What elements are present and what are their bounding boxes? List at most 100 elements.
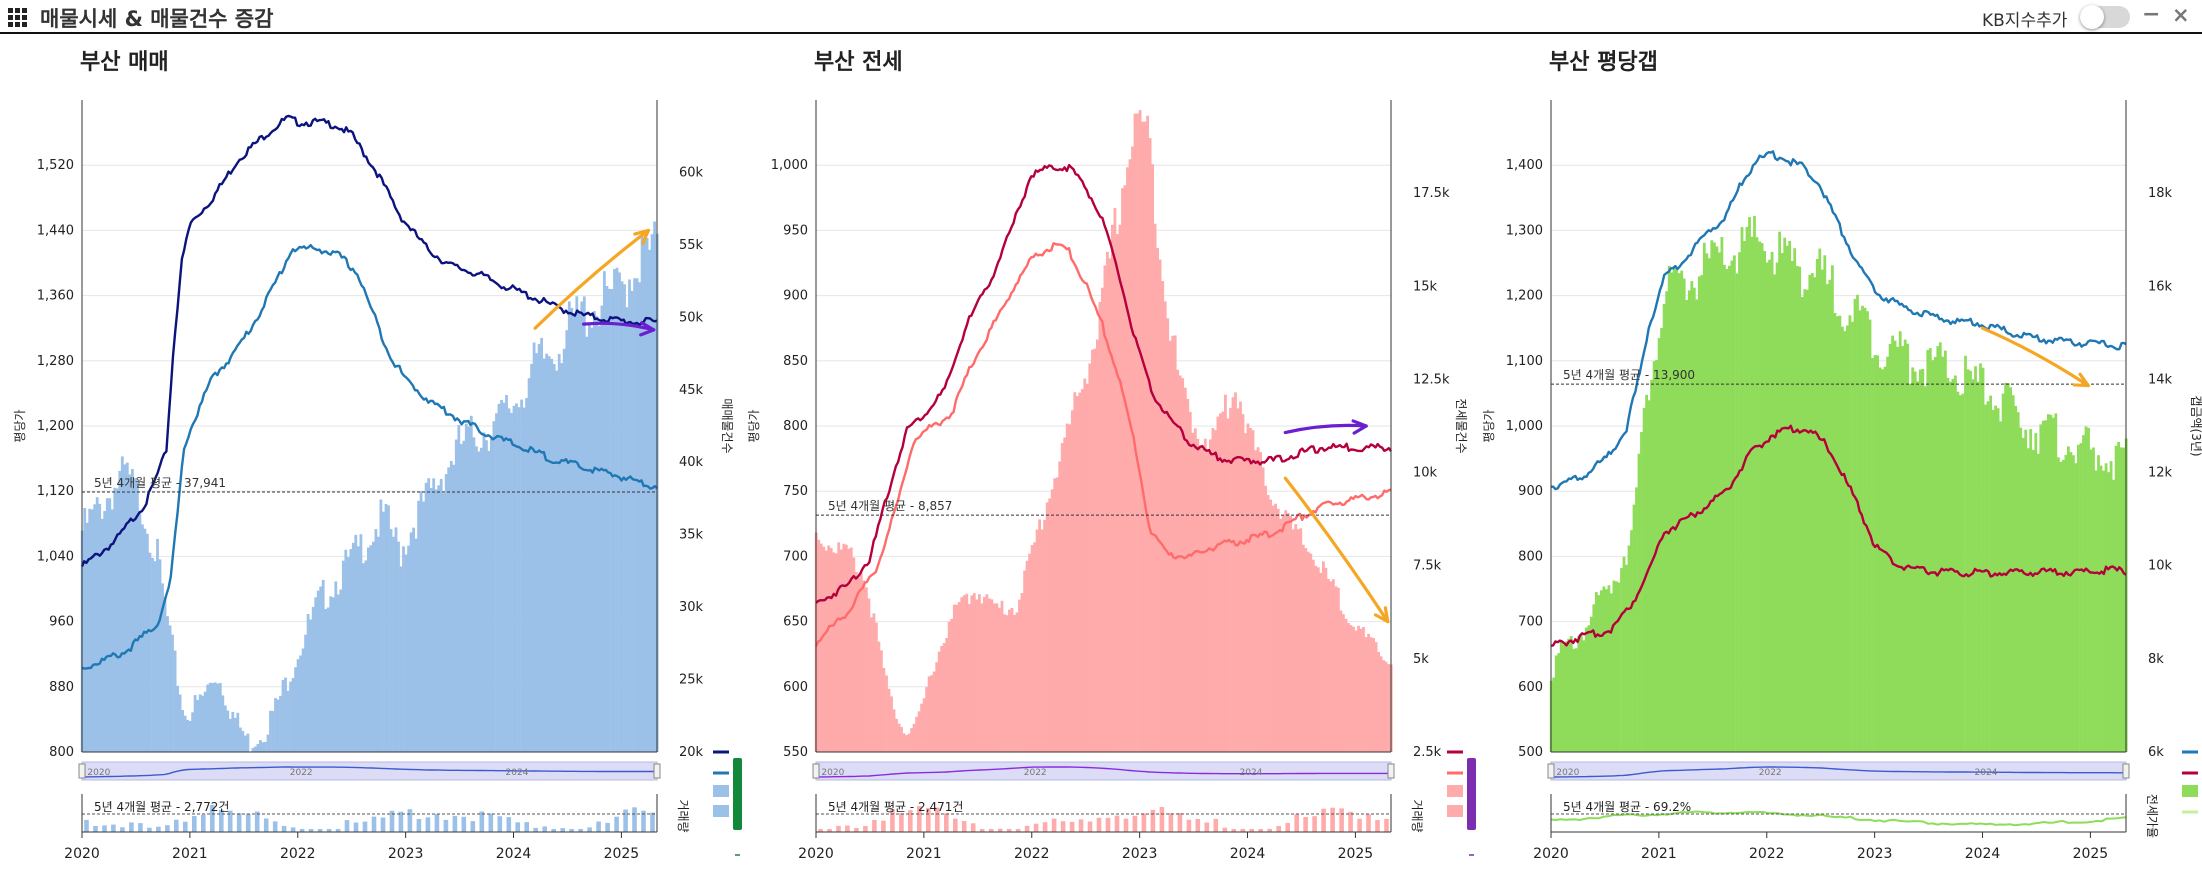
y-right-tick-label: 50k <box>679 310 704 325</box>
area-bar <box>1552 677 1556 752</box>
area-bar <box>849 547 853 752</box>
area-bar <box>1296 529 1300 752</box>
y-left-tick-label: 1,300 <box>1506 223 1543 238</box>
area-bar <box>1166 318 1170 752</box>
mini-line <box>1550 810 2127 827</box>
area-bar <box>256 744 260 752</box>
area-bar <box>887 688 891 752</box>
area-bar <box>2092 447 2095 752</box>
area-bar <box>1808 274 1812 752</box>
area-bar <box>1387 664 1390 752</box>
mini-bar <box>533 827 538 832</box>
area-bar <box>2034 433 2038 752</box>
area-bar <box>2112 479 2115 752</box>
legend-scroll-slider[interactable] <box>1467 758 1476 830</box>
area-bar <box>1259 452 1262 752</box>
area-bar <box>346 557 350 752</box>
navigator-handle-right[interactable] <box>653 763 661 779</box>
area-bar <box>907 733 911 752</box>
area-bar <box>510 412 513 752</box>
area-bar <box>1161 281 1165 752</box>
area-bar <box>2087 427 2090 752</box>
area-bar <box>1098 302 1102 752</box>
area-bar <box>1364 637 1368 752</box>
area-bar <box>600 305 604 752</box>
navigator-handle-right[interactable] <box>1387 763 1395 779</box>
area-bar <box>399 566 403 752</box>
chart-panel-2: 500 600 700 800 900 1,000 1,100 1,200 1,300 1,400… <box>1482 100 2202 862</box>
area-bar <box>329 596 333 752</box>
area-bar <box>1994 405 1997 752</box>
area-bar <box>110 509 114 752</box>
navigator-range[interactable] <box>1550 761 2127 781</box>
area-bar <box>382 511 385 752</box>
x-tick-label: 2022 <box>1749 846 1785 862</box>
minimize-icon[interactable]: − <box>2142 2 2161 27</box>
area-bar <box>2099 465 2103 752</box>
area-bar <box>1322 561 1325 752</box>
app-grid-icon[interactable] <box>8 8 28 27</box>
area-bar <box>1219 413 1222 752</box>
mini-bar <box>997 828 1003 832</box>
legend-swatch-area <box>713 785 729 797</box>
close-icon[interactable]: × <box>2172 3 2190 27</box>
area-bar <box>1610 593 1613 752</box>
mini-bar <box>398 811 404 832</box>
area-bar <box>877 641 881 752</box>
area-bar <box>176 685 179 752</box>
legend-scroll-slider[interactable] <box>733 758 742 830</box>
mini-bar <box>1231 829 1237 832</box>
area-bar <box>1848 315 1852 752</box>
y-left-tick-label: 1,040 <box>37 549 74 564</box>
navigator-handle-left[interactable] <box>78 763 86 779</box>
mini-bar <box>1177 813 1183 832</box>
area-bar <box>2021 437 2025 752</box>
area-bar <box>457 425 461 752</box>
area-bar <box>1020 593 1024 752</box>
area-bar <box>1035 529 1039 752</box>
area-bar <box>1271 505 1275 752</box>
area-bar <box>1562 644 1566 752</box>
area-bar <box>859 573 863 752</box>
mini-bar <box>1060 821 1066 832</box>
area-bar <box>952 604 956 752</box>
area-bar <box>1279 518 1283 752</box>
area-bar <box>2067 446 2070 752</box>
kb-index-toggle[interactable] <box>2080 5 2130 29</box>
area-bar <box>1209 439 1212 752</box>
area-bar <box>628 279 631 752</box>
navigator-label: 2022 <box>1024 768 1047 778</box>
navigator-handle-right[interactable] <box>2122 763 2130 779</box>
area-bar <box>590 327 594 752</box>
y-right-tick-label: 16k <box>2148 279 2173 294</box>
y-right-tick-label: 5k <box>1413 652 1429 667</box>
mini-bar <box>1285 823 1290 832</box>
area-bar <box>1690 281 1694 752</box>
area-bar <box>201 695 205 752</box>
area-bar <box>417 500 420 752</box>
area-bar <box>88 508 92 752</box>
y-left-tick-label: 1,200 <box>1506 289 1543 304</box>
area-bar <box>2011 395 2015 752</box>
area-bar <box>1795 265 1799 752</box>
area-bar <box>266 734 270 752</box>
y-left-tick-label: 960 <box>49 615 74 630</box>
mini-bar <box>254 811 260 832</box>
area-bar <box>1750 236 1754 752</box>
navigator-handle-left[interactable] <box>1547 763 1555 779</box>
area-bar <box>244 735 247 752</box>
mini-average-label: 5년 4개월 평균 - 2,471건 <box>828 800 963 814</box>
navigator-range[interactable] <box>815 761 1392 781</box>
navigator-handle-left[interactable] <box>812 763 820 779</box>
toggle-knob[interactable] <box>2080 5 2104 29</box>
y-right-tick-label: 17.5k <box>1413 186 1450 201</box>
y-right-tick-label: 12.5k <box>1413 372 1450 387</box>
area-bar <box>880 650 883 752</box>
area-bar <box>138 512 142 752</box>
area-bar <box>1938 342 1942 752</box>
series-line <box>81 244 658 670</box>
mini-bar <box>1303 817 1308 832</box>
area-bar <box>449 461 453 752</box>
mini-volume-chart: 5년 4개월 평균 - 2,471건 거래량 <box>815 794 1424 833</box>
